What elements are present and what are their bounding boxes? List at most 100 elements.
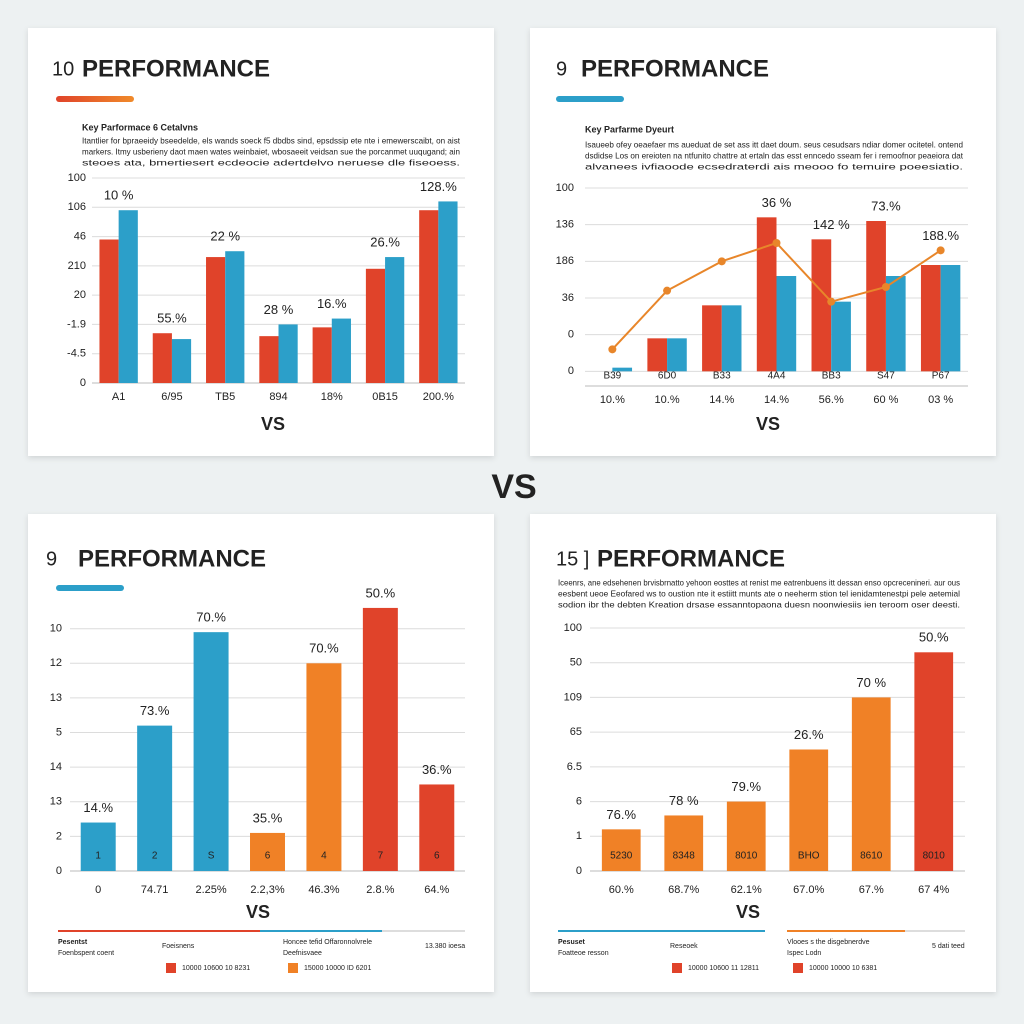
legend-swatch <box>672 963 682 973</box>
y-tick-label: 10 <box>50 623 62 635</box>
panel <box>28 514 494 992</box>
title-prefix: 9 <box>46 548 57 570</box>
bar-label: 2 <box>152 851 158 862</box>
bar-label: 6 <box>434 851 440 862</box>
body-text: Iceenrs, ane edsehenen brvisbrnatto yeho… <box>558 577 960 587</box>
x-tick-label: 0 <box>95 884 101 896</box>
bar <box>756 217 777 372</box>
bar <box>612 367 633 372</box>
x-tick-label: 60 % <box>873 394 898 406</box>
y-tick-label: 100 <box>68 172 86 184</box>
bar <box>312 327 332 383</box>
bar <box>789 749 829 871</box>
x-tick-label: 2.2,3% <box>250 884 284 896</box>
x-tick-label: 03 % <box>928 394 953 406</box>
legend-label: 10000 10600 10 8231 <box>182 965 250 972</box>
body-text: eesbent ueoe Eeofared ws to oustion nte … <box>558 588 960 598</box>
bar-label: 4 <box>321 851 327 862</box>
bar <box>206 257 226 383</box>
y-tick-label: 100 <box>564 622 582 634</box>
bar <box>419 210 439 383</box>
x-tick-label: 200.% <box>423 391 454 403</box>
x-tick-label: 74.71 <box>141 884 169 896</box>
bar <box>885 276 906 372</box>
annotation: 50.% <box>366 585 396 600</box>
annotation: 26.% <box>370 235 400 250</box>
body-text: alvanees ivfiaoode ecsedraterdi ais meoo… <box>585 161 963 171</box>
annotation: 10 % <box>104 188 134 203</box>
bar <box>419 784 455 871</box>
body-text: Isaueeb ofey oeaefaer ms aueduat de set … <box>585 139 963 149</box>
bar <box>193 632 229 871</box>
annotation: 188.% <box>922 228 959 243</box>
annotation: 36 % <box>762 195 792 210</box>
y-tick-label: 12 <box>50 657 62 669</box>
annotation: 70 % <box>856 675 886 690</box>
bar-label: 4A4 <box>768 371 786 382</box>
line-point <box>663 286 672 295</box>
bar-label: 8010 <box>735 851 758 862</box>
y-tick-label: 1 <box>576 830 582 842</box>
x-tick-label: 68.7% <box>668 884 699 896</box>
bar <box>171 339 192 383</box>
bar-label: 8610 <box>860 851 883 862</box>
x-tick-label: 14.% <box>709 394 734 406</box>
footer-text: Reseoek <box>670 943 698 950</box>
annotation: 73.% <box>140 703 170 718</box>
y-tick-label: 210 <box>68 260 86 272</box>
line-point <box>772 239 781 247</box>
legend-label: 15000 10000 ID 6201 <box>304 965 371 972</box>
bar-label: 5230 <box>610 851 633 862</box>
x-tick-label: 894 <box>269 391 287 403</box>
bar <box>811 239 832 372</box>
footer-text: 5 dati teed <box>932 943 965 950</box>
legend-swatch <box>793 963 803 973</box>
bar <box>776 276 797 372</box>
annotation: 78 % <box>669 793 699 808</box>
y-tick-label: 5 <box>56 726 62 738</box>
bar <box>99 239 119 383</box>
x-tick-label: 64.% <box>424 884 449 896</box>
annotation: 50.% <box>919 630 949 645</box>
annotation: 55.% <box>157 311 187 326</box>
line-point <box>827 297 836 306</box>
bar <box>940 265 961 372</box>
bar <box>365 268 386 383</box>
footer-text: Foeisnens <box>162 943 195 950</box>
line-point <box>936 246 945 255</box>
bar <box>914 652 954 871</box>
accent-bar <box>56 585 124 591</box>
line-point <box>608 345 617 354</box>
footer-text: Deefnisvaee <box>283 950 322 957</box>
chart-title: PERFORMANCE <box>78 545 266 572</box>
bar <box>866 221 886 372</box>
body-text: steoes ata, bmertiesert ecdeocie adertde… <box>82 157 460 167</box>
y-tick-label: 0 <box>568 365 574 377</box>
footer-text: Foatteoe resson <box>558 950 609 957</box>
x-tick-label: 0B15 <box>372 391 398 403</box>
body-text: dsdidse Los on ereioten na ntfunito chat… <box>585 150 964 160</box>
x-tick-label: 6/95 <box>161 391 182 403</box>
annotation: 142 % <box>813 217 850 232</box>
bar <box>225 251 245 383</box>
chart-title: PERFORMANCE <box>597 545 785 572</box>
bar-label: 7 <box>378 851 384 862</box>
y-tick-label: 100 <box>556 182 574 194</box>
bar <box>664 815 704 871</box>
accent-bar <box>56 96 134 102</box>
footer-text: Foenbspent coent <box>58 950 114 957</box>
y-tick-label: 0 <box>568 329 574 341</box>
bar-label: S47 <box>877 371 895 382</box>
bar-label: 6D0 <box>658 371 677 382</box>
bar <box>250 832 285 871</box>
x-tick-label: 2.8.% <box>366 884 394 896</box>
annotation: 128.% <box>420 179 457 194</box>
y-tick-label: 109 <box>564 691 582 703</box>
annotation: 22 % <box>210 229 240 244</box>
y-tick-label: 2 <box>56 830 62 842</box>
y-tick-label: 36 <box>562 292 574 304</box>
vs-label: VS <box>756 414 780 434</box>
x-tick-label: 67.0% <box>793 884 824 896</box>
annotation: 70.% <box>309 641 339 656</box>
